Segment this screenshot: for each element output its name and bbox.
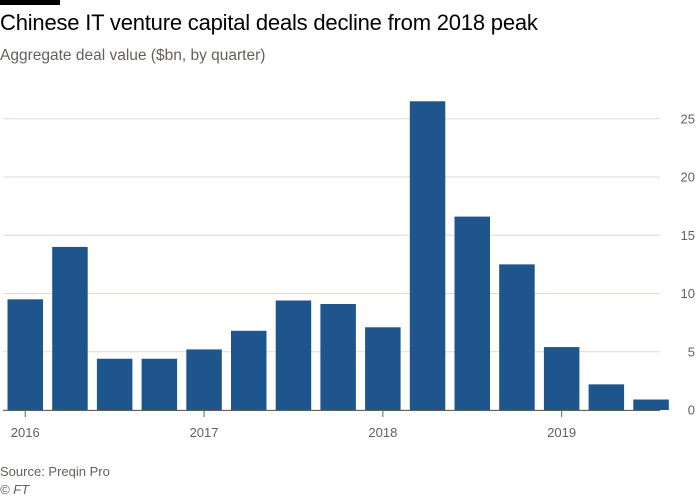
bar-2016-q3 bbox=[96, 358, 133, 410]
y-tick-label: 10 bbox=[681, 286, 695, 301]
source-note: Source: Preqin Pro bbox=[0, 464, 110, 479]
bar-2018-q4 bbox=[499, 264, 535, 410]
x-tick-label: 2017 bbox=[190, 425, 219, 440]
chart-title: Chinese IT venture capital deals decline… bbox=[0, 10, 538, 35]
x-tick-label: 2019 bbox=[547, 425, 576, 440]
bar-2019-q2 bbox=[588, 384, 625, 410]
bar-2019-q1 bbox=[543, 347, 580, 410]
bar-2017-q2 bbox=[231, 330, 267, 410]
x-axis: 2016 2017 2018 2019 bbox=[3, 410, 660, 440]
bar-2018-q1 bbox=[365, 327, 401, 410]
bars bbox=[7, 101, 669, 411]
bar-2016-q1 bbox=[7, 299, 43, 410]
x-tick-label: 2018 bbox=[368, 425, 397, 440]
bar-2018-q2 bbox=[409, 101, 446, 411]
bar-2019-q3 bbox=[633, 399, 669, 410]
credit-note: © FT bbox=[0, 482, 30, 497]
y-tick-label: 15 bbox=[681, 228, 695, 243]
bar-2017-q1 bbox=[186, 349, 222, 410]
y-tick-label: 25 bbox=[681, 111, 695, 126]
y-tick-label: 5 bbox=[688, 344, 695, 359]
bar-2016-q2 bbox=[52, 246, 88, 410]
y-axis: 0 5 10 15 20 25 bbox=[681, 111, 695, 417]
top-rule bbox=[0, 0, 60, 5]
bar-2017-q4 bbox=[320, 303, 356, 410]
x-tick-label: 2016 bbox=[11, 425, 40, 440]
y-tick-label: 20 bbox=[681, 170, 695, 185]
bar-2017-q3 bbox=[275, 300, 312, 410]
bar-chart: 2016 2017 2018 2019 0 5 10 15 20 25 bbox=[3, 101, 695, 440]
bar-2016-q4 bbox=[141, 358, 178, 410]
y-tick-label: 0 bbox=[688, 403, 695, 418]
chart-subtitle: Aggregate deal value ($bn, by quarter) bbox=[0, 47, 266, 64]
bar-2018-q3 bbox=[454, 216, 490, 410]
